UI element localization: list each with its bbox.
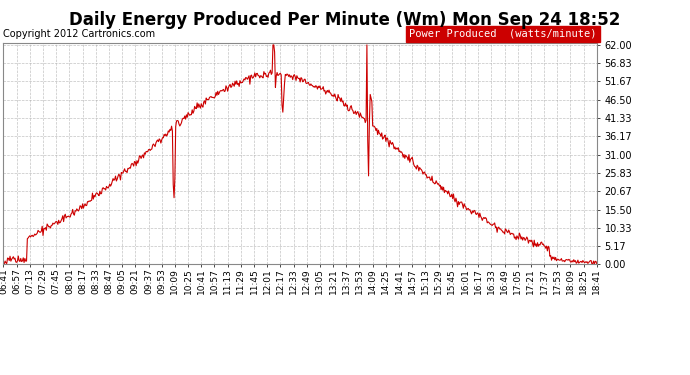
Text: Copyright 2012 Cartronics.com: Copyright 2012 Cartronics.com xyxy=(3,29,155,39)
Text: Power Produced  (watts/minute): Power Produced (watts/minute) xyxy=(409,29,597,39)
Text: Daily Energy Produced Per Minute (Wm) Mon Sep 24 18:52: Daily Energy Produced Per Minute (Wm) Mo… xyxy=(69,11,621,29)
